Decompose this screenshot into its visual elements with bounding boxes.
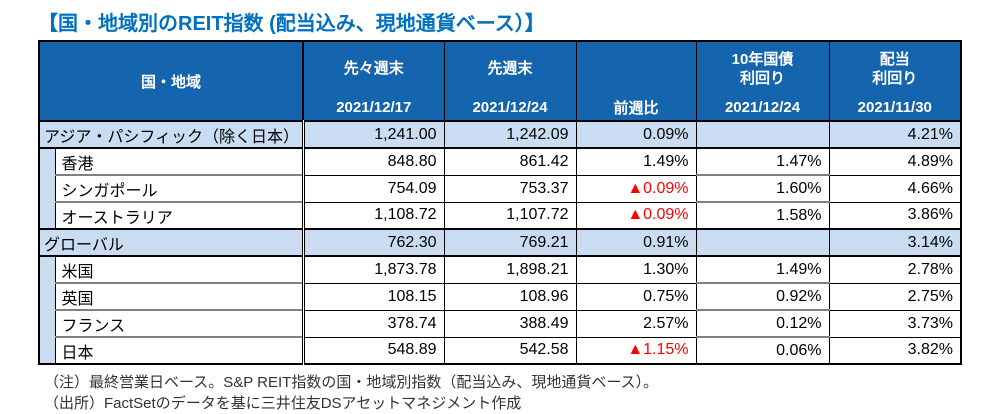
cell-dividend-yield: 2.78% <box>828 255 962 284</box>
cell-prev1week: 108.96 <box>443 282 577 311</box>
reit-index-table: 国・地域 先々週末 2021/12/17 先週末 2021/12/24 <box>38 40 963 365</box>
header-dividend-yield-label: 配当 利回り <box>872 50 918 87</box>
cell-dividend-yield: 4.89% <box>828 147 962 176</box>
cell-bond-yield: 0.12% <box>695 309 830 338</box>
row-asia-pacific: アジア・パシフィック（除く日本） 1,241.00 1,242.09 0.09%… <box>38 120 962 149</box>
cell-prev1week: 1,242.09 <box>443 120 577 149</box>
header-week-over-week-label: 前週比 <box>613 100 659 117</box>
cell-prev1week: 861.42 <box>443 147 577 176</box>
header-dividend-yield: 配当 利回り 2021/11/30 <box>828 40 962 122</box>
cell-region: グローバル <box>38 228 305 257</box>
cell-week-over-week: ▲0.09% <box>575 201 697 230</box>
cell-week-over-week: 0.91% <box>575 228 697 257</box>
cell-prev1week: 1,107.72 <box>443 201 577 230</box>
cell-bond-yield: 0.06% <box>695 336 830 365</box>
row-us: 米国 1,873.78 1,898.21 1.30% 1.49% 2.78% <box>38 255 962 365</box>
row-france: フランス 378.74 388.49 2.57% 0.12% 3.73% <box>39 309 962 338</box>
indent-strip <box>38 147 56 230</box>
cell-dividend-yield: 3.14% <box>828 228 962 257</box>
cell-prev2week: 548.89 <box>302 336 445 365</box>
cell-prev1week: 1,898.21 <box>443 255 577 284</box>
row-uk: 英国 108.15 108.96 0.75% 0.92% 2.75% <box>39 282 962 311</box>
header-week-over-week: 前週比 <box>575 40 697 122</box>
cell-week-over-week: 0.75% <box>575 282 697 311</box>
cell-bond-yield <box>695 120 830 149</box>
row-hongkong: 香港 848.80 861.42 1.49% 1.47% 4.89% <box>38 147 962 230</box>
cell-week-over-week: 2.57% <box>575 309 697 338</box>
footnote-attribution: （出所）FactSetのデータを基に三井住友DSアセットマネジメント作成 <box>44 395 522 412</box>
indent-strip <box>38 255 56 365</box>
cell-dividend-yield: 2.75% <box>828 282 962 311</box>
cell-region: 英国 <box>54 282 305 311</box>
cell-dividend-yield: 3.73% <box>828 309 962 338</box>
cell-prev2week: 108.15 <box>302 282 445 311</box>
footnote-source-note: （注）最終営業日ベース。S&P REIT指数の国・地域別指数（配当込み、現地通貨… <box>44 374 659 391</box>
header-dividend-yield-date: 2021/11/30 <box>857 99 932 116</box>
cell-bond-yield <box>695 228 830 257</box>
cell-dividend-yield: 4.66% <box>828 174 962 203</box>
row-global: グローバル 762.30 769.21 0.91% 3.14% <box>38 228 962 257</box>
header-region-label: 国・地域 <box>141 73 202 91</box>
cell-prev2week: 762.30 <box>302 228 445 257</box>
page-title: 【国・地域別のREIT指数 (配当込み、現地通貨ベース）】 <box>38 13 545 35</box>
cell-bond-yield: 0.92% <box>695 282 830 311</box>
cell-bond-yield: 1.49% <box>695 255 830 284</box>
cell-prev2week: 1,108.72 <box>302 201 445 230</box>
header-bond-yield-label: 10年国債 利回り <box>731 50 794 87</box>
cell-week-over-week: 0.09% <box>575 120 697 149</box>
footnotes: （注）最終営業日ベース。S&P REIT指数の国・地域別指数（配当込み、現地通貨… <box>44 372 982 414</box>
cell-bond-yield: 1.60% <box>695 174 830 203</box>
cell-region: 日本 <box>54 336 305 365</box>
cell-region: オーストラリア <box>54 201 305 230</box>
cell-prev2week: 754.09 <box>302 174 445 203</box>
cell-dividend-yield: 4.21% <box>828 120 962 149</box>
cell-bond-yield: 1.58% <box>695 201 830 230</box>
cell-week-over-week: 1.30% <box>575 255 697 284</box>
cell-prev2week: 378.74 <box>302 309 445 338</box>
cell-region: 米国 <box>54 255 305 284</box>
header-prev1week: 先週末 2021/12/24 <box>443 40 577 122</box>
cell-prev2week: 1,241.00 <box>302 120 445 149</box>
cell-region: アジア・パシフィック（除く日本） <box>38 120 305 149</box>
cell-week-over-week: ▲0.09% <box>575 174 697 203</box>
header-prev2week-date: 2021/12/17 <box>336 99 412 116</box>
cell-prev2week: 1,873.78 <box>302 255 445 284</box>
row-australia: オーストラリア 1,108.72 1,107.72 ▲0.09% 1.58% 3… <box>39 201 962 230</box>
cell-prev1week: 388.49 <box>443 309 577 338</box>
cell-region: 香港 <box>54 147 305 176</box>
cell-week-over-week: 1.49% <box>575 147 697 176</box>
cell-dividend-yield: 3.82% <box>828 336 962 365</box>
header-prev1week-date: 2021/12/24 <box>472 99 548 116</box>
cell-prev1week: 542.58 <box>443 336 577 365</box>
header-region: 国・地域 <box>38 40 305 122</box>
cell-week-over-week: ▲1.15% <box>575 336 697 365</box>
cell-dividend-yield: 3.86% <box>828 201 962 230</box>
header-bond-yield: 10年国債 利回り 2021/12/24 <box>695 40 830 122</box>
row-singapore: シンガポール 754.09 753.37 ▲0.09% 1.60% 4.66% <box>39 174 962 203</box>
cell-bond-yield: 1.47% <box>695 147 830 176</box>
header-prev2week-label: 先々週末 <box>343 60 404 77</box>
table-header-row: 国・地域 先々週末 2021/12/17 先週末 2021/12/24 <box>38 40 962 122</box>
header-bond-yield-date: 2021/12/24 <box>724 99 801 116</box>
cell-region: シンガポール <box>54 174 305 203</box>
cell-prev2week: 848.80 <box>302 147 445 176</box>
cell-region: フランス <box>54 309 305 338</box>
cell-prev1week: 753.37 <box>443 174 577 203</box>
cell-prev1week: 769.21 <box>443 228 577 257</box>
header-prev1week-label: 先週末 <box>487 60 533 77</box>
row-japan: 日本 548.89 542.58 ▲1.15% 0.06% 3.82% <box>39 336 962 365</box>
header-prev2week: 先々週末 2021/12/17 <box>302 40 445 122</box>
